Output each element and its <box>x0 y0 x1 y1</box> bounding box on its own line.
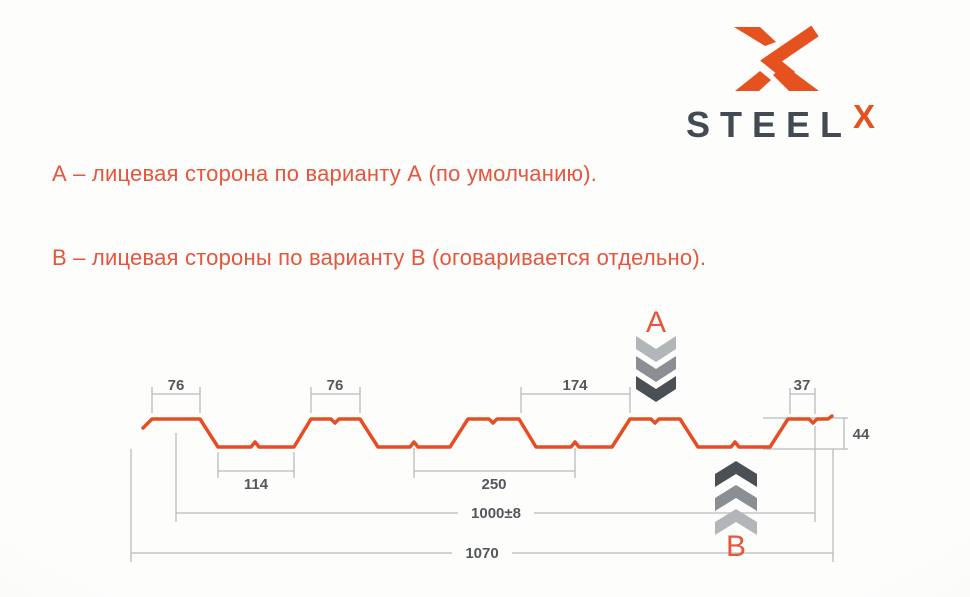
dim-label-rib-pitch: 250 <box>481 476 506 493</box>
logo-arm-top-left <box>734 27 776 46</box>
dim-edge-crest: 37 <box>789 377 816 414</box>
dim-crest-left: 76 <box>151 377 201 413</box>
dim-overall-width: 1070 <box>130 449 834 562</box>
brand-wordmark-sup: X <box>853 98 876 135</box>
dim-label-valley-width: 114 <box>244 476 269 493</box>
dim-label-profile-height: 44 <box>853 426 870 443</box>
dim-rib-opening: 174 <box>520 377 631 413</box>
side-a-chevrons-icon <box>636 336 676 402</box>
dim-label-edge-crest: 37 <box>794 377 811 394</box>
dim-working-width: 1000±8 <box>175 426 816 522</box>
side-a-label: A <box>646 306 666 339</box>
side-b-chevrons-icon <box>715 461 757 535</box>
brand-wordmark-block: STEELX <box>686 98 875 146</box>
dim-label-rib-opening: 174 <box>562 377 588 394</box>
brand-wordmark: STEEL <box>686 104 853 145</box>
logo-arm-bottom-left <box>735 71 771 91</box>
note-variant-b: B – лицевая стороны по варианту B (огова… <box>52 245 707 270</box>
dim-label-crest-left: 76 <box>168 377 185 394</box>
brand-x-logo-icon <box>734 25 819 91</box>
profile-outline <box>141 414 834 449</box>
dim-label-overall-width: 1070 <box>465 545 498 562</box>
dim-label-crest-mid: 76 <box>327 377 344 394</box>
dim-rib-pitch: 250 <box>413 448 576 493</box>
dim-valley-width: 114 <box>217 452 295 493</box>
side-b-label: B <box>726 530 746 563</box>
logo-arm-bottom-right <box>773 65 819 91</box>
note-variant-a: А – лицевая сторона по варианту А (по ум… <box>52 161 598 186</box>
dim-label-working-width: 1000±8 <box>471 505 521 522</box>
dim-crest-mid: 76 <box>310 377 361 413</box>
